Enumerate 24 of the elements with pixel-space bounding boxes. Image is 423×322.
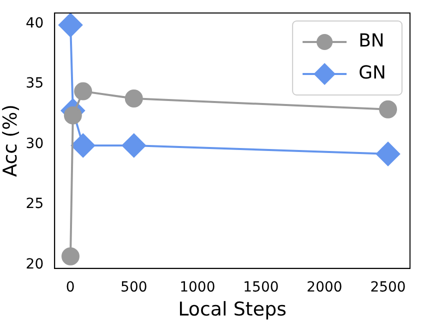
x-tick-label: 2000 [306,279,342,296]
x-tick-label: 500 [120,279,148,296]
point [64,106,82,124]
legend-label: GN [358,62,386,84]
x-tick-label: 0 [66,279,75,296]
y-tick-label: 25 [26,196,44,212]
point [376,142,400,166]
y-axis-title: Acc (%) [0,104,22,177]
point [71,134,96,158]
y-tick-label: 35 [26,76,44,92]
y-tick-label: 30 [26,136,44,152]
x-tick-label: 1500 [243,279,279,296]
y-tick-label: 20 [26,256,44,272]
x-axis-title: Local Steps [178,298,287,321]
x-tick-label: 1000 [180,279,216,296]
point [122,134,146,158]
point [379,100,398,118]
legend-label: BN [358,30,384,52]
y-tick-label: 40 [26,15,44,32]
x-tick-label: 2500 [370,279,406,296]
point [58,13,82,38]
point [61,247,80,266]
point [74,82,92,100]
point [124,90,143,108]
